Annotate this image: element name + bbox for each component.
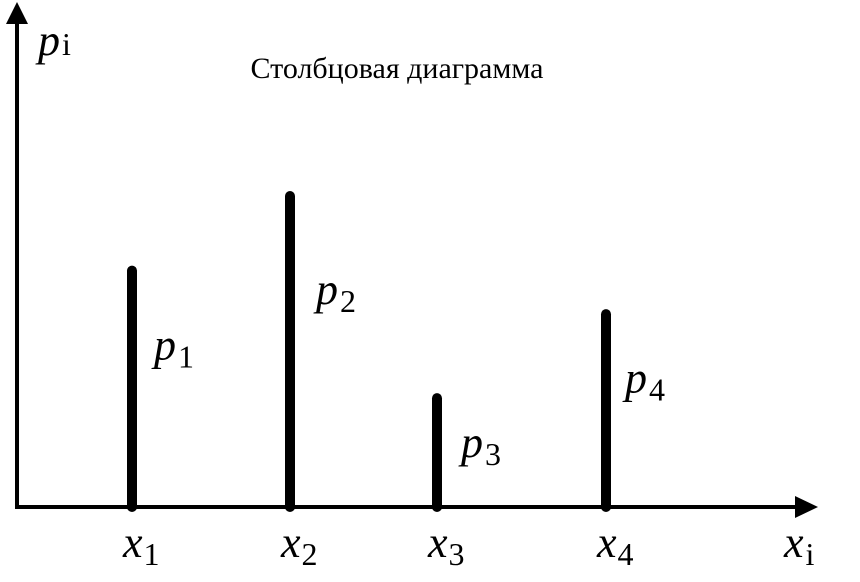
bar-label-3: p3: [458, 418, 501, 472]
bars-group: [127, 191, 611, 512]
x-tick-label-4: x4: [596, 518, 634, 572]
bar-labels-group: p1 p2 p3 p4: [151, 265, 665, 472]
x-axis-arrow: [795, 496, 818, 518]
x-tick-label-2: x2: [280, 518, 318, 572]
x-tick-label-3: x3: [427, 518, 465, 572]
y-axis-label: pi: [35, 16, 71, 65]
x-axis-label: xi: [783, 518, 815, 572]
tick-labels-group: x1 x2 x3 x4: [122, 518, 634, 572]
chart-title: Столбцовая диаграмма: [251, 52, 544, 85]
y-axis-arrow: [6, 2, 28, 24]
x-tick-label-1: x1: [122, 518, 160, 572]
bar-label-1: p1: [151, 321, 194, 375]
bar-label-2: p2: [313, 265, 356, 319]
bar-label-4: p4: [622, 353, 665, 407]
